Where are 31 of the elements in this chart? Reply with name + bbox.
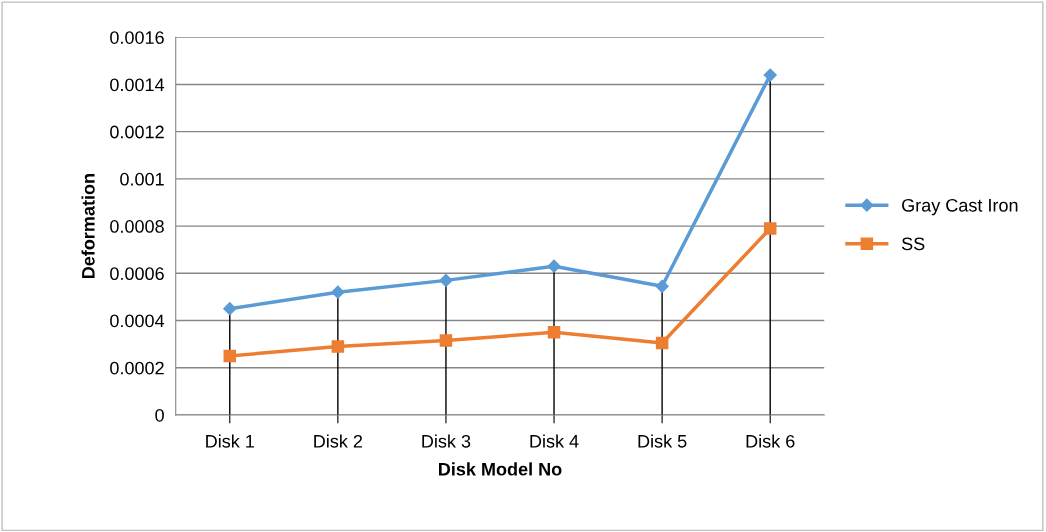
legend-label: SS (901, 237, 925, 251)
y-axis-title: Deformation (81, 174, 95, 279)
y-tick-label: 0.0004 (110, 314, 165, 328)
point (439, 334, 453, 347)
point (547, 259, 561, 273)
y-tick-label: 0.0006 (110, 267, 164, 281)
point (655, 336, 669, 350)
x-tick-label: Disk 5 (638, 434, 687, 448)
x-tick-label: Disk 3 (422, 434, 471, 448)
x-axis-title: Disk Model No (439, 462, 562, 476)
x-tick-label: Disk 4 (530, 434, 579, 448)
x-tick-label: Disk 2 (314, 434, 363, 448)
point (763, 68, 777, 82)
point (763, 222, 777, 235)
y-tick-label: 0.0002 (110, 361, 164, 375)
y-tick-label: 0.001 (120, 172, 164, 186)
y-tick-label: 0.0016 (110, 31, 164, 44)
point (223, 349, 237, 363)
point (439, 273, 453, 287)
point (655, 279, 669, 293)
y-tick-label: 0.0012 (110, 125, 164, 139)
legend-label: Gray Cast Iron (902, 198, 1018, 216)
x-tick-label: Disk 6 (746, 434, 795, 448)
point (331, 340, 345, 353)
point (223, 302, 237, 316)
x-tick-label: Disk 1 (206, 434, 254, 448)
y-tick-label: 0 (155, 408, 164, 422)
point (331, 285, 345, 299)
y-tick-label: 0.0014 (110, 78, 165, 92)
y-tick-label: 0.0008 (110, 220, 164, 233)
point (547, 326, 561, 339)
